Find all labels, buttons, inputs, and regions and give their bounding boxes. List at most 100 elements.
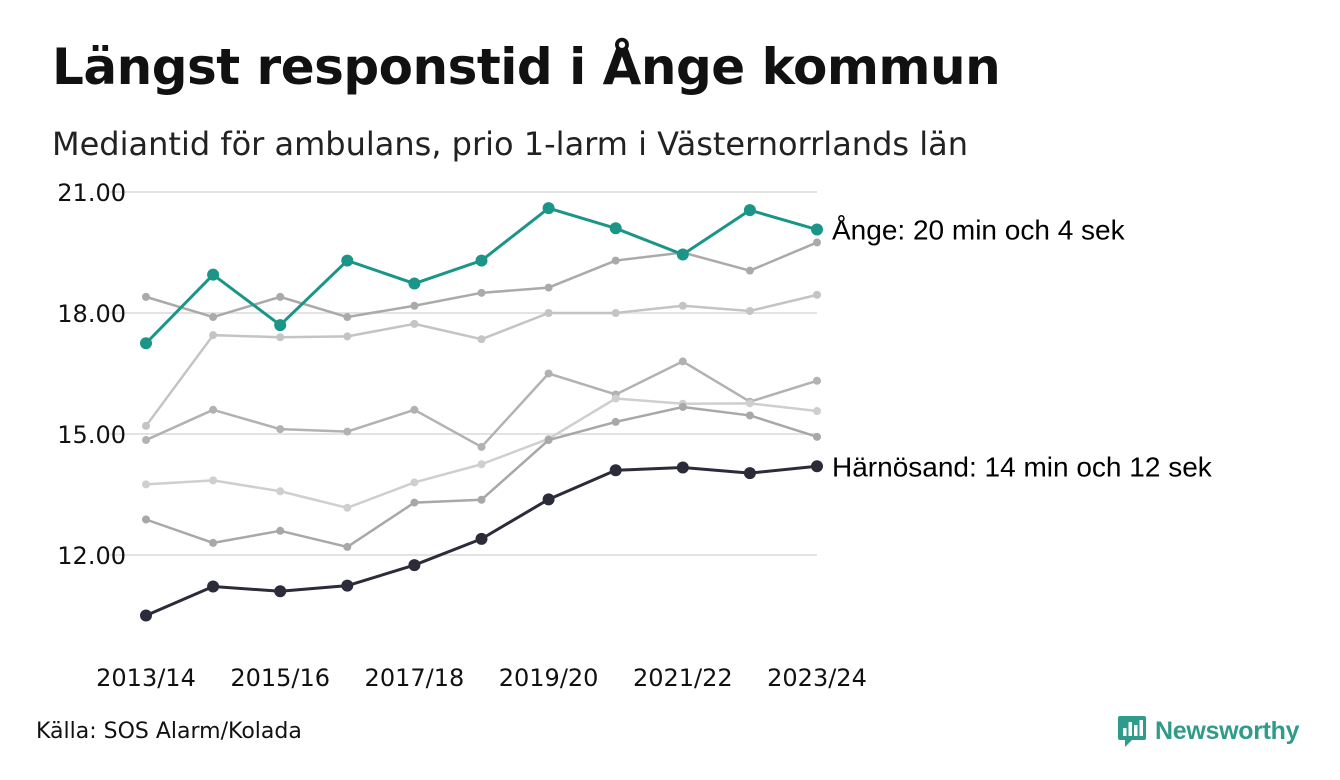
- series-point: [142, 292, 150, 301]
- highlight-point: [341, 254, 354, 267]
- series-point: [410, 319, 419, 328]
- series-point: [276, 333, 285, 342]
- highlight-point: [408, 277, 421, 290]
- series-labels: Ånge: 20 min och 4 sek Härnösand: 14 min …: [832, 215, 1213, 483]
- x-tick-label: 2019/20: [499, 664, 599, 692]
- highlight-point: [274, 585, 287, 598]
- series-point: [477, 442, 486, 451]
- series-point: [813, 407, 821, 416]
- highlight-line: [144, 206, 818, 345]
- highlight-point: [274, 319, 287, 332]
- newsworthy-logo[interactable]: Newsworthy: [1117, 714, 1300, 748]
- series-point: [142, 480, 150, 489]
- highlight-point: [542, 493, 555, 506]
- series-point: [477, 460, 486, 469]
- series-point: [276, 526, 285, 535]
- highlight-point: [341, 579, 354, 592]
- series-point: [343, 542, 352, 551]
- series-point: [276, 487, 285, 496]
- series-point: [813, 376, 821, 385]
- y-tick-label: 18.00: [57, 300, 126, 328]
- series-point: [544, 283, 553, 292]
- series-point: [343, 503, 352, 512]
- source-note: Källa: SOS Alarm/Kolada: [36, 719, 302, 744]
- highlight-point: [743, 467, 756, 480]
- y-tick-label: 21.00: [57, 179, 126, 207]
- y-tick-label: 15.00: [57, 421, 126, 449]
- x-tick-label: 2021/22: [633, 664, 733, 692]
- series-point: [813, 432, 821, 441]
- series-point: [611, 394, 620, 403]
- series-line: [145, 241, 818, 319]
- highlight-point: [811, 223, 823, 236]
- series-point: [611, 417, 620, 426]
- highlight-point: [743, 204, 756, 217]
- series-point: [477, 335, 486, 344]
- series-point: [813, 290, 821, 299]
- series-point: [678, 357, 687, 366]
- highlight-point: [140, 609, 152, 622]
- series-point: [410, 478, 419, 487]
- series-point: [813, 238, 821, 247]
- series-point: [745, 266, 754, 275]
- highlight-point: [475, 532, 488, 545]
- highlighted-series: [140, 202, 823, 622]
- series-point: [477, 288, 486, 297]
- series-point: [745, 306, 754, 315]
- series-point: [544, 436, 553, 445]
- highlight-point: [408, 559, 421, 572]
- series-point: [209, 331, 218, 340]
- highlight-point: [676, 461, 689, 474]
- chart-subtitle: Mediantid för ambulans, prio 1-larm i Vä…: [52, 125, 969, 163]
- series-point: [343, 427, 352, 436]
- series-point: [142, 421, 150, 430]
- series-line: [145, 405, 818, 549]
- series-point: [611, 256, 620, 265]
- highlight-point: [207, 580, 220, 593]
- highlight-point: [676, 248, 689, 261]
- series-point: [410, 498, 419, 507]
- highlight-point: [811, 460, 823, 473]
- series-point: [343, 332, 352, 341]
- series-point: [544, 309, 553, 317]
- series-point: [276, 292, 285, 301]
- x-tick-label: 2015/16: [230, 664, 330, 692]
- series-point: [276, 425, 285, 434]
- grid-lines: [110, 191, 817, 556]
- series-point: [142, 436, 150, 445]
- x-tick-label: 2023/24: [767, 664, 867, 692]
- series-line: [145, 397, 818, 510]
- series-point: [410, 405, 419, 414]
- highlight-point: [475, 254, 488, 267]
- series-point: [477, 495, 486, 504]
- series-point: [678, 402, 687, 411]
- highlight-point: [542, 202, 555, 215]
- series-point: [209, 313, 218, 322]
- series-point: [745, 399, 754, 408]
- series-line: [144, 293, 818, 427]
- y-axis-ticks: 12.00 15.00 18.00 21.00: [57, 179, 126, 570]
- highlight-point: [609, 464, 622, 477]
- series-point: [678, 301, 687, 310]
- series-point: [209, 405, 218, 414]
- series-point: [209, 538, 218, 547]
- x-axis-ticks: 2013/14 2015/16 2017/18 2019/20 2021/22 2023/…: [96, 664, 867, 692]
- highlight-point: [609, 222, 622, 235]
- x-tick-label: 2017/18: [365, 664, 465, 692]
- highlight-point: [140, 337, 152, 350]
- series-point: [611, 309, 620, 317]
- chart-title: Längst responstid i Ånge kommun: [52, 38, 1001, 96]
- series-end-label: Härnösand: 14 min och 12 sek: [832, 451, 1213, 482]
- highlight-point: [207, 268, 220, 281]
- series-point: [209, 476, 218, 485]
- y-tick-label: 12.00: [57, 542, 126, 570]
- newsworthy-logo-icon: [1118, 716, 1146, 747]
- newsworthy-logo-text: Newsworthy: [1155, 716, 1300, 745]
- series-point: [343, 313, 352, 322]
- background-series: [142, 238, 821, 551]
- series-point: [142, 515, 150, 524]
- series-point: [410, 301, 419, 310]
- series-point: [544, 369, 553, 378]
- series-point: [745, 411, 754, 420]
